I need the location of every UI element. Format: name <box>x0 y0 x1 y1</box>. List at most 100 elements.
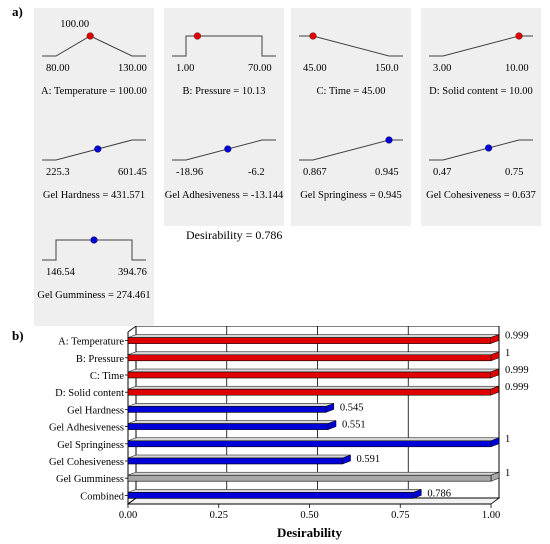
desirability-bar-chart: 0.00 0.25 0.50 0.75 1.00 A: Temperature 0.999 B… <box>49 326 529 540</box>
ramp-curve <box>299 35 403 57</box>
ramp-high-value: 150.0 <box>375 63 399 74</box>
ramp-line <box>172 139 276 161</box>
panel-b-label: b) <box>12 328 24 343</box>
bar <box>127 406 327 413</box>
ramp-line <box>299 32 403 57</box>
ramp-high-value: 70.00 <box>248 63 272 74</box>
x-tick-label: 0.50 <box>300 510 318 521</box>
x-axis-title: Desirability <box>277 525 342 540</box>
category-label: B: Pressure <box>76 354 124 365</box>
bar-value-label: 1 <box>505 348 510 359</box>
chart-corner-edge <box>127 326 137 333</box>
current-setting-dot <box>86 32 94 40</box>
ramp-curve <box>429 35 533 57</box>
category-label: D: Solid content <box>55 388 124 399</box>
category-label: Combined <box>80 491 124 502</box>
ramp-line <box>42 236 146 261</box>
bar-top-face <box>127 385 499 390</box>
bar <box>127 474 492 482</box>
bar-value-label: 0.551 <box>342 420 366 431</box>
x-tick-label: 1.00 <box>482 510 500 521</box>
ramp-caption: Gel Gumminess = 274.461 <box>37 290 151 301</box>
desirability-readout: Desirability = 0.786 <box>186 228 283 242</box>
ramp-low-value: 45.00 <box>303 63 327 74</box>
ramp-caption: Gel Adhesiveness = -13.144 <box>164 190 284 201</box>
current-setting-dot <box>309 32 317 40</box>
ramp-line <box>42 139 146 161</box>
ramp-low-value: 225.3 <box>46 167 70 178</box>
bar-value-label: 0.999 <box>505 382 529 393</box>
ramp-low-value: 0.47 <box>433 167 452 178</box>
bar <box>127 457 343 465</box>
bar-top-face <box>127 489 422 493</box>
ramp-caption: C: Time = 45.00 <box>316 86 386 97</box>
category-label: C: Time <box>90 371 124 382</box>
ramp-caption: Gel Springiness = 0.945 <box>300 190 402 201</box>
current-setting-dot <box>385 136 393 144</box>
bar <box>127 337 491 344</box>
bar-top-face <box>127 351 500 356</box>
bar <box>127 371 491 379</box>
ramp-low-value: 0.867 <box>303 167 327 178</box>
ramp-caption: D: Solid content = 10.00 <box>429 86 533 97</box>
ramp-high-value: 394.76 <box>118 267 147 278</box>
ramp-line <box>429 32 533 57</box>
ramp-target-value: 100.00 <box>60 19 90 30</box>
bar <box>127 492 414 499</box>
ramp-plot: 225.3 601.45 Gel Hardness = 431.571 <box>34 112 154 226</box>
ramp-caption: Gel Cohesiveness = 0.637 <box>426 190 536 201</box>
current-setting-dot <box>193 32 201 40</box>
category-label: Gel Hardness <box>67 405 124 416</box>
ramp-line <box>429 139 533 161</box>
current-setting-dot <box>90 236 98 244</box>
ramp-caption: A: Temperature = 100.00 <box>41 86 147 97</box>
ramp-plot: -18.96 -6.2 Gel Adhesiveness = -13.144 <box>164 112 284 226</box>
bar-top-face <box>127 471 500 476</box>
ramp-caption: B: Pressure = 10.13 <box>182 86 266 97</box>
bar-top-face <box>127 420 337 424</box>
bar-value-label: 0.786 <box>427 488 451 499</box>
ramp-low-value: 80.00 <box>46 63 70 74</box>
bar <box>127 354 492 362</box>
bar-value-label: 1 <box>505 434 510 445</box>
ramp-line <box>172 32 276 57</box>
ramp-curve <box>172 35 276 57</box>
x-tick-label: 0.00 <box>119 510 137 521</box>
ramp-line <box>42 32 146 57</box>
panel-a-label: a) <box>12 4 23 19</box>
ramp-plot: 0.47 0.75 Gel Cohesiveness = 0.637 <box>421 112 541 226</box>
x-tick-label: 0.25 <box>210 510 228 521</box>
ramp-low-value: 146.54 <box>46 267 75 278</box>
ramp-plot: 80.00 130.00 100.00 A: Temperature = 100.00 <box>34 8 154 122</box>
ramp-high-value: 0.75 <box>505 167 524 178</box>
ramp-low-value: -18.96 <box>176 167 204 178</box>
ramp-high-value: 601.45 <box>118 167 147 178</box>
ramp-high-value: -6.2 <box>248 167 265 178</box>
ramp-curve <box>42 35 146 57</box>
category-label: Gel Gumminess <box>56 474 124 485</box>
ramp-curve <box>299 139 403 161</box>
ramp-curve <box>42 139 146 161</box>
bar-value-label: 1 <box>505 468 510 479</box>
ramp-caption: Gel Hardness = 431.571 <box>42 190 146 201</box>
ramp-plot: 45.00 150.0 C: Time = 45.00 <box>291 8 411 122</box>
bar-value-label: 0.999 <box>505 331 529 342</box>
ramp-high-value: 10.00 <box>505 63 529 74</box>
ramp-curve <box>172 139 276 161</box>
ramp-low-value: 1.00 <box>176 63 195 74</box>
bar-value-label: 0.545 <box>340 402 364 413</box>
ramp-curve <box>429 139 533 161</box>
ramp-plot: 1.00 70.00 B: Pressure = 10.13 <box>164 8 284 122</box>
bar-top-face <box>127 454 351 459</box>
bar <box>127 440 492 448</box>
category-label: Gel Cohesiveness <box>49 457 124 468</box>
ramp-plot: 146.54 394.76 Gel Gumminess = 274.461 <box>34 212 154 326</box>
bar <box>127 423 329 430</box>
category-label: Gel Springiness <box>57 440 124 451</box>
current-setting-dot <box>515 32 523 40</box>
current-setting-dot <box>224 145 232 153</box>
bar-top-face <box>127 437 500 442</box>
category-label: Gel Adhesiveness <box>49 423 124 434</box>
ramp-high-value: 0.945 <box>375 167 399 178</box>
current-setting-dot <box>94 145 102 153</box>
